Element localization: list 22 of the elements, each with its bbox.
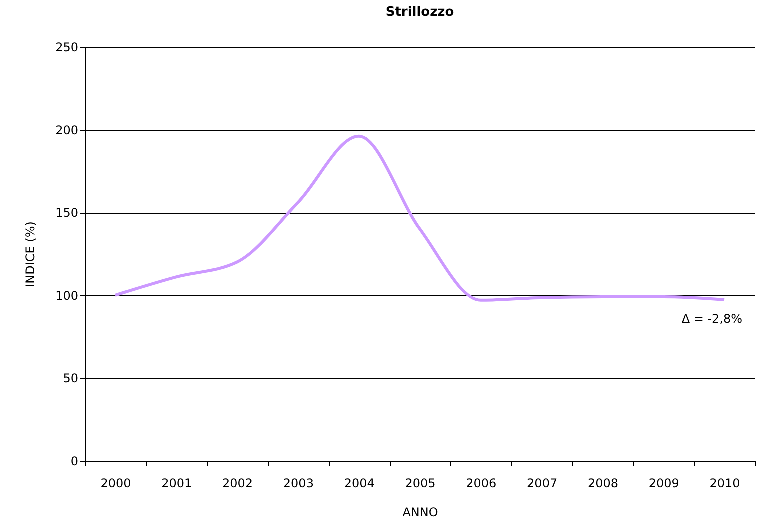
y-tick-label: 50 — [63, 372, 78, 386]
annotation: Δ = -2,8% — [682, 312, 743, 326]
y-tick-label: 200 — [56, 123, 78, 138]
x-tick-label: 2007 — [527, 476, 558, 490]
y-axis-title: INDICE (%) — [24, 222, 38, 288]
x-tick-label: 2002 — [222, 476, 254, 490]
x-tick-label: 2003 — [283, 476, 314, 490]
x-tick-label: 2006 — [466, 476, 497, 490]
chart-title: Strillozzo — [386, 5, 454, 20]
y-tick-label: 0 — [70, 454, 78, 468]
x-tick-label: 2005 — [405, 476, 436, 490]
y-tick-label: 100 — [56, 288, 78, 303]
line-series — [114, 134, 726, 302]
x-tick-label: 2008 — [588, 476, 618, 490]
x-tick-label: 2001 — [162, 476, 192, 490]
x-tick-label: 2010 — [710, 476, 740, 490]
y-tick-label: 150 — [56, 206, 78, 220]
x-tick-label: 2009 — [648, 476, 680, 490]
y-tick-label: 250 — [56, 40, 78, 54]
x-axis-title: ANNO — [402, 506, 438, 520]
x-tick-label: 2000 — [100, 476, 132, 490]
x-tick-label: 2004 — [344, 476, 375, 490]
